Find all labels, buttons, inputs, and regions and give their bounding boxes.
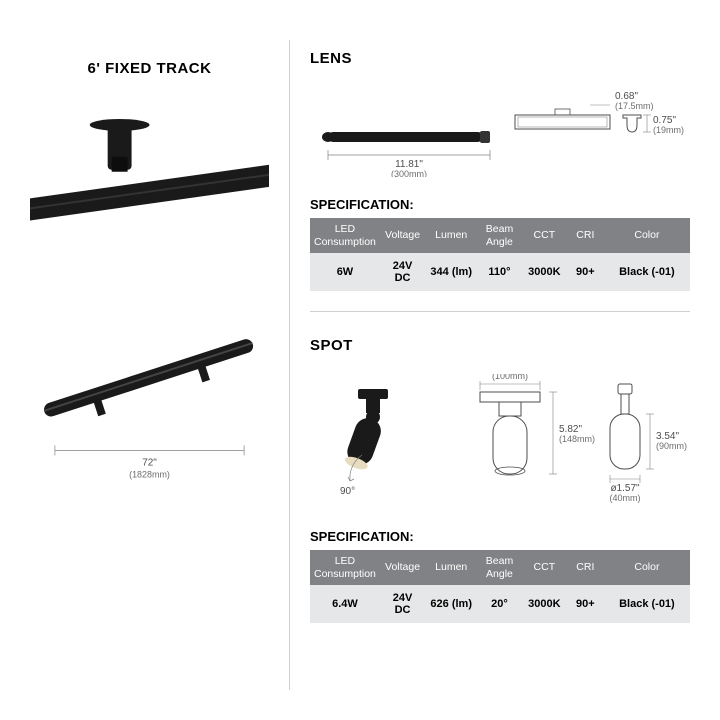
table-row: 6.4W24V DC626 (lm)20°3000K90+Black (-01) <box>310 585 690 623</box>
svg-text:(19mm): (19mm) <box>653 125 684 135</box>
column-header: CRI <box>567 550 604 585</box>
column-header: CCT <box>522 550 567 585</box>
svg-text:90°: 90° <box>340 486 355 497</box>
lens-illustration: 11.81" (300mm) 0.68" (17.5mm) <box>310 87 690 177</box>
cell: Black (-01) <box>604 585 690 623</box>
spot-title: SPOT <box>310 337 690 354</box>
spot-section: SPOT 90° <box>310 311 690 623</box>
column-header: Lumen <box>425 218 477 253</box>
column-header: CCT <box>522 218 567 253</box>
cell: 24V DC <box>380 585 425 623</box>
svg-text:(300mm): (300mm) <box>391 169 427 177</box>
column-header: CRI <box>567 218 604 253</box>
column-header: Lumen <box>425 550 477 585</box>
spot-spec-label: SPECIFICATION: <box>310 529 690 544</box>
svg-text:(17.5mm): (17.5mm) <box>615 101 654 111</box>
column-header: Color <box>604 550 690 585</box>
cell: 626 (lm) <box>425 585 477 623</box>
table-row: 6W24V DC344 (lm)110°3000K90+Black (-01) <box>310 253 690 291</box>
lens-spec-label: SPECIFICATION: <box>310 197 690 212</box>
track-full-illustration: 72" (1828mm) <box>30 311 269 510</box>
column-header: Voltage <box>380 550 425 585</box>
cell: 3000K <box>522 253 567 291</box>
lens-title: LENS <box>310 50 690 67</box>
column-header: Voltage <box>380 218 425 253</box>
track-title: 6' FIXED TRACK <box>30 60 269 77</box>
svg-text:(100mm): (100mm) <box>492 374 528 381</box>
cell: 3000K <box>522 585 567 623</box>
column-header: LEDConsumption <box>310 550 380 585</box>
column-header: LEDConsumption <box>310 218 380 253</box>
column-header: Color <box>604 218 690 253</box>
svg-text:(40mm): (40mm) <box>610 493 641 503</box>
lens-spec-table: LEDConsumptionVoltageLumenBeamAngleCCTCR… <box>310 218 690 291</box>
svg-text:72": 72" <box>142 458 157 469</box>
lens-section: LENS 11.81" (300mm) <box>310 40 690 291</box>
track-closeup-illustration <box>30 107 269 266</box>
cell: 6W <box>310 253 380 291</box>
cell: 24V DC <box>380 253 425 291</box>
left-column: 6' FIXED TRACK 72" (1828m <box>30 40 290 690</box>
cell: 90+ <box>567 253 604 291</box>
cell: 90+ <box>567 585 604 623</box>
svg-text:(90mm): (90mm) <box>656 441 687 451</box>
cell: 110° <box>477 253 522 291</box>
right-column: LENS 11.81" (300mm) <box>290 40 690 690</box>
cell: 20° <box>477 585 522 623</box>
svg-text:(148mm): (148mm) <box>559 434 595 444</box>
column-header: BeamAngle <box>477 218 522 253</box>
spot-spec-table: LEDConsumptionVoltageLumenBeamAngleCCTCR… <box>310 550 690 623</box>
svg-text:(1828mm): (1828mm) <box>129 470 170 480</box>
cell: 344 (lm) <box>425 253 477 291</box>
column-header: BeamAngle <box>477 550 522 585</box>
cell: 6.4W <box>310 585 380 623</box>
spot-illustration: 90° 3.93" (100mm) <box>310 374 690 509</box>
cell: Black (-01) <box>604 253 690 291</box>
